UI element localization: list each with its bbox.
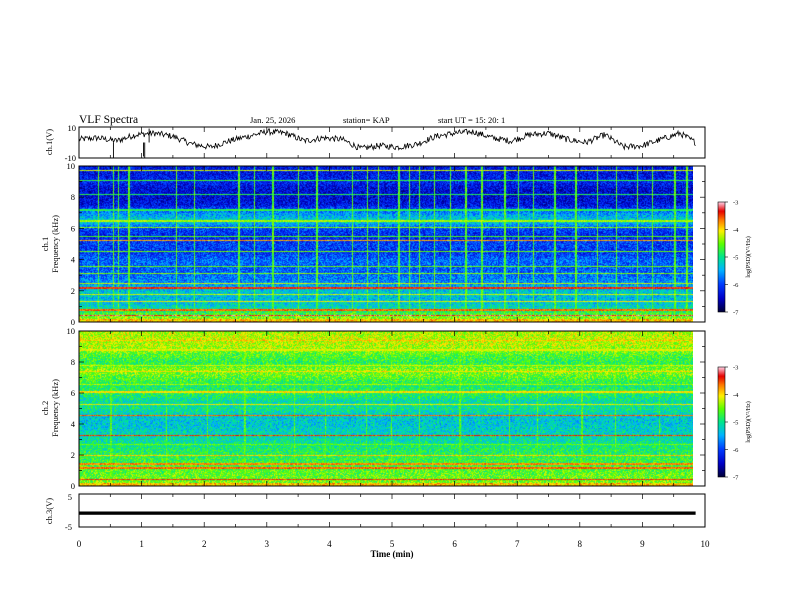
x-axis-tick-labels: 0 1 2 3 4 5 6 7 8 9 10 — [77, 539, 710, 549]
spec2-channel-label: ch.2 — [40, 401, 50, 415]
ch1-trace — [78, 128, 696, 151]
x-tick-label: 7 — [515, 539, 520, 549]
x-tick-label: 3 — [265, 539, 270, 549]
y-tick-label: 8 — [71, 357, 75, 367]
spec2-colorbar-ticks: -3 -4 -5 -6 -7 — [725, 365, 739, 482]
spec2-ylabel: Frequency (kHz) — [50, 379, 60, 437]
y-tick-label: 10 — [67, 161, 76, 171]
ch3-ylabel: ch.3(V) — [44, 498, 54, 524]
colorbar-tick-label: -3 — [733, 365, 738, 372]
spec1-colorbar-label: log(PSD)(V²/Hz) — [745, 236, 752, 277]
colorbar-tick-label: -6 — [733, 282, 739, 289]
ch1-ytick-top: 10 — [68, 123, 77, 133]
y-tick-label: 6 — [71, 388, 75, 398]
station-label: station= KAP — [343, 115, 390, 125]
ch3-ytick-bottom: -5 — [65, 522, 72, 532]
y-tick-label: 10 — [67, 326, 76, 336]
y-tick-label: 0 — [71, 317, 75, 327]
spec2-colorbar-label: log(PSD)(V²/Hz) — [745, 401, 752, 442]
ch3-waveform-panel: 5 -5 ch.3(V) — [44, 492, 706, 532]
spec1-ticks — [78, 165, 706, 323]
ch1-spectrogram-image — [79, 166, 693, 322]
colorbar-tick-label: -4 — [733, 227, 739, 234]
ch1-ylabel: ch.1(V) — [44, 129, 54, 155]
ch3-ticks — [78, 494, 706, 527]
ch3-ytick-top: 5 — [68, 492, 72, 502]
x-tick-label: 10 — [701, 539, 711, 549]
ch3-signal-band — [79, 511, 696, 515]
colorbar-tick-label: -3 — [733, 200, 738, 207]
spec2-ytick-labels: 0 2 4 6 8 10 — [67, 326, 76, 491]
spec1-ylabel: Frequency (kHz) — [50, 215, 60, 273]
colorbar-tick-label: -5 — [733, 255, 738, 262]
date-label: Jan. 25, 2026 — [250, 115, 295, 125]
spec1-colorbar-ticks: -3 -4 -5 -6 -7 — [725, 200, 739, 317]
ch2-spectrogram-panel: 0 2 4 6 8 10 ch.2 Frequency (kHz) -3 -4 -5 -6 -7 … — [40, 326, 752, 491]
ch1-waveform-panel: 10 -10 ch.1(V) — [44, 123, 706, 163]
x-tick-label: 2 — [202, 539, 207, 549]
colorbar-tick-label: -7 — [733, 475, 739, 482]
x-tick-label: 4 — [327, 539, 332, 549]
y-tick-label: 6 — [71, 223, 75, 233]
colorbar-tick-label: -7 — [733, 310, 739, 317]
ch1-spectrogram-panel: 0 2 4 6 8 10 ch.1 Frequency (kHz) -3 -4 -5 -6 -7 … — [40, 161, 752, 327]
y-tick-label: 2 — [71, 286, 75, 296]
spec2-colorbar: -3 -4 -5 -6 -7 log(PSD)(V²/Hz) — [717, 365, 752, 482]
spec2-ticks — [78, 330, 706, 487]
x-tick-label: 5 — [390, 539, 395, 549]
spec1-colorbar: -3 -4 -5 -6 -7 log(PSD)(V²/Hz) — [717, 200, 752, 317]
x-tick-label: 6 — [452, 539, 457, 549]
colorbar-tick-label: -4 — [733, 392, 739, 399]
y-tick-label: 4 — [71, 255, 76, 265]
ch1-ytick-bottom: -10 — [65, 153, 76, 163]
y-tick-label: 0 — [71, 481, 75, 491]
y-tick-label: 2 — [71, 450, 75, 460]
spec2-colorbar-image — [718, 367, 725, 477]
ch2-spectrogram-image — [79, 331, 693, 486]
spec1-colorbar-image — [718, 202, 725, 312]
x-tick-label: 9 — [640, 539, 645, 549]
x-tick-label: 8 — [578, 539, 583, 549]
x-tick-label: 0 — [77, 539, 82, 549]
spec1-channel-label: ch.1 — [40, 237, 50, 251]
ch1-ticks — [78, 127, 706, 158]
figure-title: VLF Spectra — [79, 114, 138, 126]
colorbar-tick-label: -6 — [733, 447, 739, 454]
y-tick-label: 8 — [71, 192, 75, 202]
spec1-ytick-labels: 0 2 4 6 8 10 — [67, 161, 76, 327]
y-tick-label: 4 — [71, 419, 76, 429]
x-axis-label: Time (min) — [370, 549, 413, 559]
start-time-label: start UT = 15: 20: 1 — [438, 115, 505, 125]
colorbar-tick-label: -5 — [733, 420, 738, 427]
x-tick-label: 1 — [139, 539, 144, 549]
ch1-spikes — [112, 128, 150, 158]
